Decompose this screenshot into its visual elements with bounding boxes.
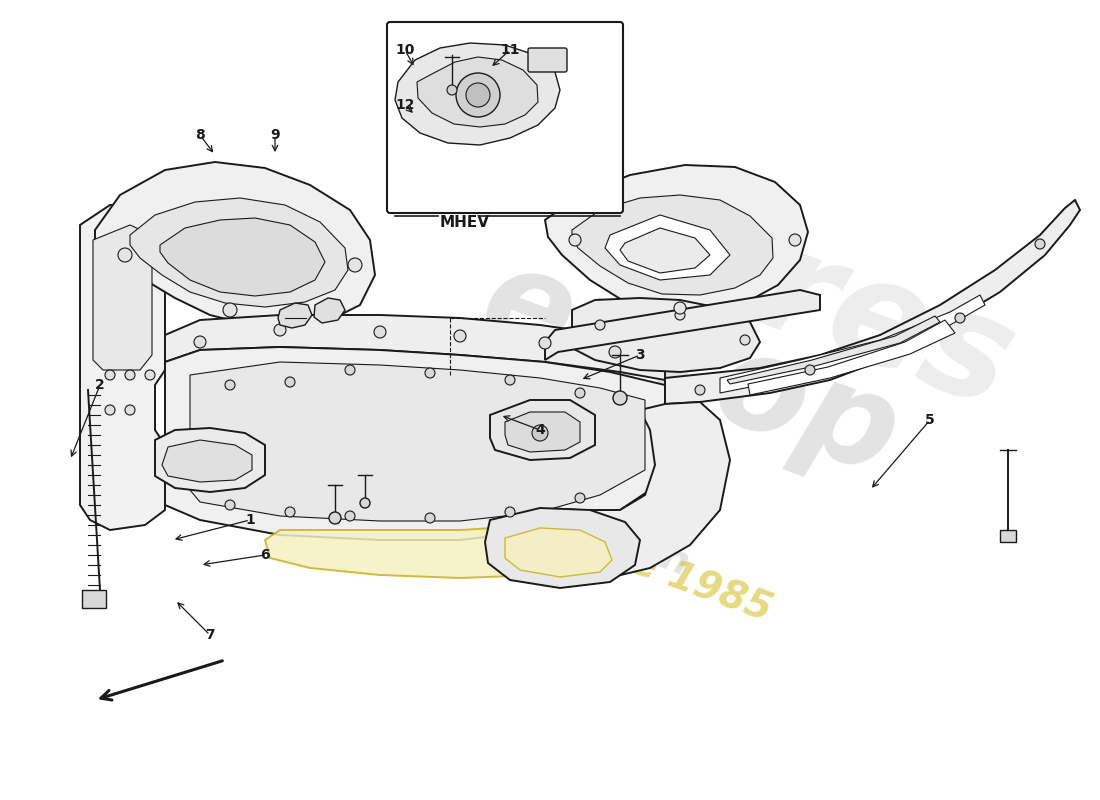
Polygon shape (80, 205, 165, 530)
Text: since 1985: since 1985 (543, 512, 777, 628)
Circle shape (532, 425, 548, 441)
Polygon shape (485, 508, 640, 588)
Polygon shape (190, 362, 645, 521)
Polygon shape (155, 428, 265, 492)
Circle shape (223, 303, 236, 317)
Circle shape (805, 365, 815, 375)
Text: 9: 9 (271, 128, 279, 142)
Circle shape (505, 507, 515, 517)
Polygon shape (278, 303, 312, 328)
Polygon shape (505, 528, 612, 577)
Circle shape (125, 405, 135, 415)
Circle shape (226, 500, 235, 510)
Polygon shape (417, 57, 538, 127)
Polygon shape (94, 225, 152, 370)
Circle shape (674, 302, 686, 314)
Circle shape (360, 498, 370, 508)
FancyBboxPatch shape (387, 22, 623, 213)
Circle shape (575, 388, 585, 398)
Circle shape (466, 83, 490, 107)
Circle shape (695, 385, 705, 395)
Text: 3: 3 (635, 348, 645, 362)
Text: 5: 5 (925, 413, 935, 427)
Polygon shape (544, 165, 808, 312)
Polygon shape (95, 162, 375, 328)
FancyBboxPatch shape (82, 590, 106, 608)
Circle shape (348, 258, 362, 272)
Circle shape (194, 336, 206, 348)
Text: 6: 6 (261, 548, 270, 562)
Circle shape (285, 507, 295, 517)
Circle shape (425, 513, 435, 523)
Polygon shape (572, 298, 760, 372)
Polygon shape (748, 320, 955, 395)
Polygon shape (395, 43, 560, 145)
Text: 4: 4 (535, 423, 544, 437)
Circle shape (789, 234, 801, 246)
Polygon shape (727, 316, 940, 384)
Text: 10: 10 (395, 43, 415, 57)
Text: a passion: a passion (486, 477, 694, 583)
Circle shape (285, 377, 295, 387)
Circle shape (1035, 239, 1045, 249)
Text: europ: europ (464, 236, 915, 504)
Polygon shape (314, 298, 345, 323)
Circle shape (609, 346, 622, 358)
Polygon shape (160, 218, 324, 296)
Circle shape (345, 365, 355, 375)
Circle shape (226, 380, 235, 390)
Text: 1: 1 (245, 513, 255, 527)
Circle shape (613, 391, 627, 405)
Polygon shape (490, 400, 595, 460)
Polygon shape (544, 290, 820, 360)
Circle shape (575, 493, 585, 503)
Text: 12: 12 (395, 98, 415, 112)
Polygon shape (720, 295, 984, 393)
Circle shape (345, 511, 355, 521)
FancyBboxPatch shape (528, 48, 566, 72)
Circle shape (274, 324, 286, 336)
Polygon shape (620, 228, 710, 273)
Text: MHEV: MHEV (440, 215, 490, 230)
Polygon shape (130, 198, 348, 307)
Circle shape (125, 370, 135, 380)
Circle shape (425, 368, 435, 378)
Circle shape (145, 370, 155, 380)
Text: 11: 11 (500, 43, 519, 57)
Polygon shape (165, 315, 666, 380)
Polygon shape (666, 200, 1080, 404)
Text: 7: 7 (206, 628, 214, 642)
Circle shape (539, 337, 551, 349)
Text: ares: ares (649, 183, 1032, 437)
Polygon shape (265, 495, 680, 578)
Circle shape (456, 73, 501, 117)
Circle shape (955, 313, 965, 323)
Polygon shape (505, 412, 580, 452)
Polygon shape (605, 215, 730, 280)
Circle shape (374, 326, 386, 338)
Circle shape (104, 405, 116, 415)
Circle shape (505, 375, 515, 385)
Polygon shape (162, 440, 252, 482)
Circle shape (569, 234, 581, 246)
Text: 2: 2 (95, 378, 104, 392)
Circle shape (104, 370, 116, 380)
Circle shape (329, 512, 341, 524)
Text: 8: 8 (195, 128, 205, 142)
Circle shape (675, 310, 685, 320)
Circle shape (740, 335, 750, 345)
FancyBboxPatch shape (1000, 530, 1016, 542)
Polygon shape (165, 347, 666, 540)
Polygon shape (490, 402, 730, 580)
Polygon shape (572, 195, 773, 295)
Circle shape (454, 330, 466, 342)
Circle shape (447, 85, 456, 95)
Circle shape (595, 320, 605, 330)
Circle shape (118, 248, 132, 262)
